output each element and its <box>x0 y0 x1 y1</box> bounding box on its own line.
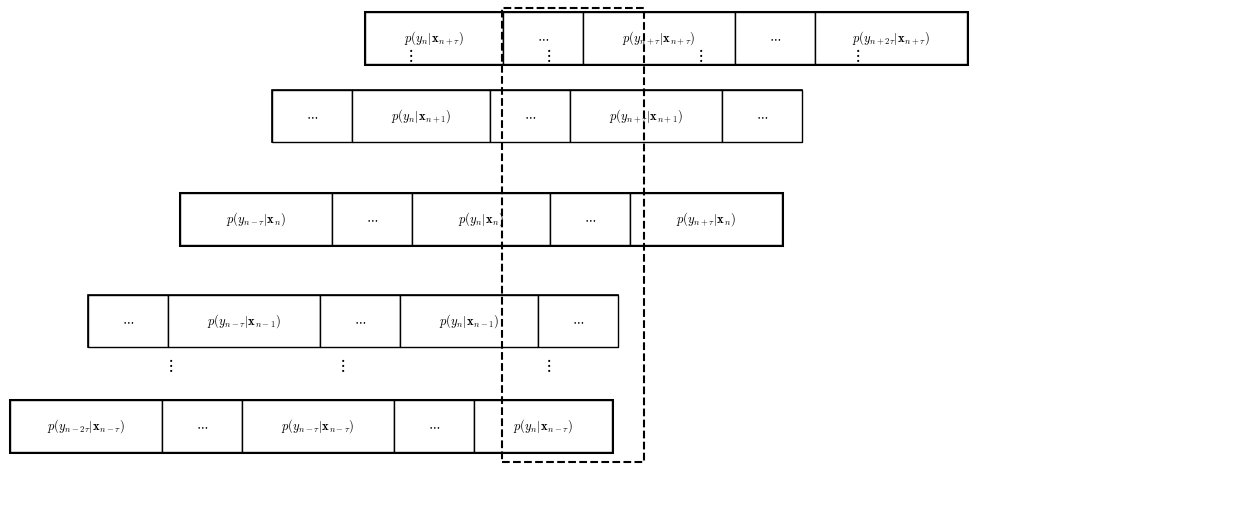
Text: $p(y_{n-\tau}|\mathbf{x}_n)$: $p(y_{n-\tau}|\mathbf{x}_n)$ <box>227 210 286 228</box>
Text: $\vdots$: $\vdots$ <box>544 46 551 64</box>
Bar <box>475 400 612 452</box>
Text: $p(y_{n+\tau}|\mathbf{x}_{n+\tau})$: $p(y_{n+\tau}|\mathbf{x}_{n+\tau})$ <box>622 29 695 47</box>
Text: $p(y_n|\mathbf{x}_n)$: $p(y_n|\mathbf{x}_n)$ <box>458 210 504 228</box>
Bar <box>10 400 612 452</box>
Text: $\cdots$: $\cdots$ <box>584 213 596 226</box>
Text: $p(y_{n+\tau}|\mathbf{x}_n)$: $p(y_{n+\tau}|\mathbf{x}_n)$ <box>676 210 736 228</box>
Text: $\cdots$: $\cdots$ <box>536 31 549 44</box>
Text: $\cdots$: $\cdots$ <box>769 31 781 44</box>
Text: $\cdots$: $\cdots$ <box>366 213 378 226</box>
Text: $\cdots$: $\cdots$ <box>524 110 536 123</box>
Text: $p(y_{n-2\tau}|\mathbf{x}_{n-\tau})$: $p(y_{n-2\tau}|\mathbf{x}_{n-\tau})$ <box>47 417 125 435</box>
Text: $\vdots$: $\vdots$ <box>338 356 346 374</box>
Bar <box>584 12 735 64</box>
Text: $\cdots$: $\cdots$ <box>121 315 134 328</box>
Text: $\cdots$: $\cdots$ <box>572 315 584 328</box>
Bar <box>570 90 722 142</box>
Text: $\cdots$: $\cdots$ <box>354 315 366 328</box>
Bar <box>162 400 242 452</box>
Bar <box>169 295 320 347</box>
Bar <box>502 8 644 462</box>
Bar <box>366 12 966 64</box>
Bar <box>394 400 475 452</box>
Bar <box>400 295 538 347</box>
Bar <box>735 12 815 64</box>
Text: $\cdots$: $\cdots$ <box>427 420 440 432</box>
Text: $\vdots$: $\vdots$ <box>166 356 173 374</box>
Bar <box>88 295 169 347</box>
Bar <box>489 90 570 142</box>
Bar <box>550 193 629 245</box>
Bar <box>273 90 802 142</box>
Bar <box>10 400 162 452</box>
Bar <box>180 193 332 245</box>
Text: $p(y_{n-\tau}|\mathbf{x}_{n-\tau})$: $p(y_{n-\tau}|\mathbf{x}_{n-\tau})$ <box>281 417 354 435</box>
Bar <box>413 193 550 245</box>
Text: $\cdots$: $\cdots$ <box>756 110 768 123</box>
Text: $p(y_{n-\tau}|\mathbf{x}_{n-1})$: $p(y_{n-\tau}|\mathbf{x}_{n-1})$ <box>207 312 281 330</box>
Bar <box>273 90 352 142</box>
Bar <box>538 295 618 347</box>
Text: $\vdots$: $\vdots$ <box>406 46 414 64</box>
Bar <box>815 12 966 64</box>
Text: $p(y_{n+2\tau}|\mathbf{x}_{n+\tau})$: $p(y_{n+2\tau}|\mathbf{x}_{n+\tau})$ <box>852 29 930 47</box>
Text: $\cdots$: $\cdots$ <box>306 110 318 123</box>
Bar <box>242 400 394 452</box>
Text: $\cdots$: $\cdots$ <box>196 420 208 432</box>
Text: $\vdots$: $\vdots$ <box>854 46 861 64</box>
Text: $p(y_n|\mathbf{x}_{n-\tau})$: $p(y_n|\mathbf{x}_{n-\tau})$ <box>513 417 572 435</box>
Bar <box>88 295 618 347</box>
Text: $p(y_{n+\tau}|\mathbf{x}_{n+1})$: $p(y_{n+\tau}|\mathbf{x}_{n+1})$ <box>610 107 683 125</box>
Text: $p(y_n|\mathbf{x}_{n+\tau})$: $p(y_n|\mathbf{x}_{n+\tau})$ <box>404 29 463 47</box>
Bar <box>366 12 503 64</box>
Bar <box>320 295 400 347</box>
Bar <box>503 12 584 64</box>
Bar <box>180 193 782 245</box>
Bar <box>722 90 802 142</box>
Bar <box>352 90 489 142</box>
Text: $p(y_n|\mathbf{x}_{n+1})$: $p(y_n|\mathbf{x}_{n+1})$ <box>390 107 451 125</box>
Text: $\vdots$: $\vdots$ <box>544 356 551 374</box>
Text: $p(y_n|\mathbf{x}_{n-1})$: $p(y_n|\mathbf{x}_{n-1})$ <box>439 312 499 330</box>
Bar <box>629 193 782 245</box>
Bar <box>332 193 413 245</box>
Text: $\vdots$: $\vdots$ <box>696 46 704 64</box>
